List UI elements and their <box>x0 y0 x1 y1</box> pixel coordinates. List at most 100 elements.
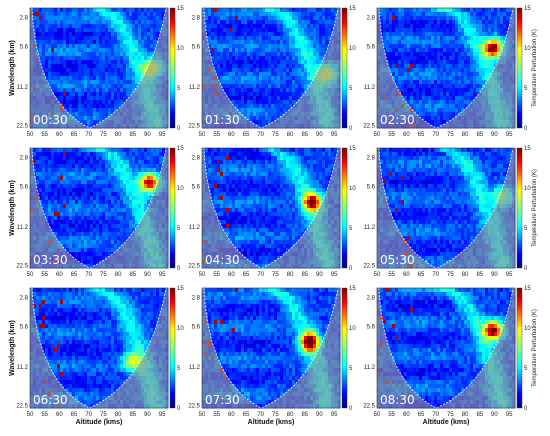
heatmap-cell <box>322 40 326 45</box>
heatmap-cell <box>277 68 281 73</box>
heatmap-cell <box>244 40 248 45</box>
heatmap-cell <box>90 116 94 121</box>
heatmap-cell <box>81 56 85 61</box>
heatmap-cell <box>69 96 73 101</box>
heatmap-cell <box>87 80 91 85</box>
heatmap-cell <box>244 36 248 41</box>
heatmap-cell <box>422 108 426 113</box>
heatmap-cell <box>298 88 302 93</box>
heatmap-cell <box>69 164 73 169</box>
heatmap-cell <box>129 84 133 89</box>
heatmap-cell <box>464 20 468 25</box>
heatmap-cell <box>126 36 130 41</box>
heatmap-cell <box>452 108 456 113</box>
heatmap-cell <box>307 40 311 45</box>
heatmap-cell <box>114 176 118 181</box>
heatmap-cell <box>93 56 97 61</box>
heatmap-cell <box>75 172 79 177</box>
heatmap-cell <box>461 52 465 57</box>
heatmap-cell <box>407 12 411 17</box>
heatmap-cell <box>479 60 483 65</box>
heatmap-cell <box>75 176 79 181</box>
heatmap-cell <box>57 56 61 61</box>
heatmap-cell <box>57 20 61 25</box>
heatmap-cell <box>147 16 151 21</box>
heatmap-cell <box>467 48 471 53</box>
heatmap-cell <box>217 12 221 17</box>
heatmap-cell <box>120 72 124 77</box>
heatmap-cell <box>265 60 269 65</box>
heatmap-cell <box>135 212 139 217</box>
heatmap-cell <box>132 24 136 29</box>
heatmap-cell <box>108 12 112 17</box>
heatmap-cell <box>265 12 269 17</box>
heatmap-cell <box>54 24 58 29</box>
heatmap-cell <box>39 168 43 173</box>
heatmap-cell <box>99 116 103 121</box>
heatmap-cell <box>500 12 504 17</box>
heatmap-cell <box>102 36 106 41</box>
heatmap-cell <box>241 76 245 81</box>
heatmap-cell <box>90 112 94 117</box>
heatmap-cell <box>419 32 423 37</box>
heatmap-cell <box>102 112 106 117</box>
heatmap-cell <box>410 60 414 65</box>
heatmap-cell <box>428 68 432 73</box>
heatmap-cell <box>84 120 88 125</box>
heatmap-cell <box>259 112 263 117</box>
heatmap-cell <box>72 148 76 153</box>
heatmap-cell <box>114 100 118 105</box>
heatmap-cell <box>437 96 441 101</box>
heatmap-cell <box>265 44 269 49</box>
heatmap-cell <box>141 172 145 177</box>
heatmap-cell <box>144 68 148 73</box>
heatmap-cell <box>45 156 49 161</box>
heatmap-cell <box>476 72 480 77</box>
heatmap-cell <box>96 112 100 117</box>
heatmap-cell <box>476 84 480 89</box>
heatmap-cell <box>404 88 408 93</box>
heatmap-cell <box>78 12 82 17</box>
colorbar <box>341 7 348 129</box>
heatmap-cell <box>72 172 76 177</box>
heatmap-cell <box>280 56 284 61</box>
heatmap-cell <box>126 212 130 217</box>
heatmap-cell <box>90 120 94 125</box>
heatmap-cell <box>93 164 97 169</box>
heatmap-cell <box>132 60 136 65</box>
heatmap-cell <box>301 20 305 25</box>
heatmap-cell <box>419 108 423 113</box>
heatmap-cell <box>105 80 109 85</box>
heatmap-cell <box>108 172 112 177</box>
heatmap-cell <box>491 16 495 21</box>
heatmap-cell <box>304 84 308 89</box>
heatmap-cell <box>419 24 423 29</box>
heatmap-cell <box>102 156 106 161</box>
heatmap-cell <box>81 212 85 217</box>
heatmap-cell <box>446 44 450 49</box>
heatmap-cell <box>253 84 257 89</box>
heatmap-cell <box>250 96 254 101</box>
heatmap-cell <box>401 68 405 73</box>
heatmap-cell <box>111 72 115 77</box>
heatmap-cell <box>75 24 79 29</box>
heatmap-cell <box>72 24 76 29</box>
heatmap-cell <box>120 40 124 45</box>
heatmap-cell <box>292 52 296 57</box>
heatmap-cell <box>96 80 100 85</box>
heatmap-cell <box>96 92 100 97</box>
heatmap-cell <box>99 208 103 213</box>
heatmap-cell <box>286 100 290 105</box>
heatmap-cell <box>389 28 393 33</box>
heatmap-cell <box>476 12 480 17</box>
heatmap-cell <box>325 48 329 53</box>
heatmap-cell <box>69 176 73 181</box>
heatmap-cell <box>69 20 73 25</box>
heatmap-cell <box>262 72 266 77</box>
heatmap-cell <box>425 28 429 33</box>
heatmap-cell <box>395 16 399 21</box>
heatmap-cell <box>398 80 402 85</box>
heatmap-cell <box>428 40 432 45</box>
heatmap-cell <box>87 156 91 161</box>
heatmap-cell <box>428 104 432 109</box>
